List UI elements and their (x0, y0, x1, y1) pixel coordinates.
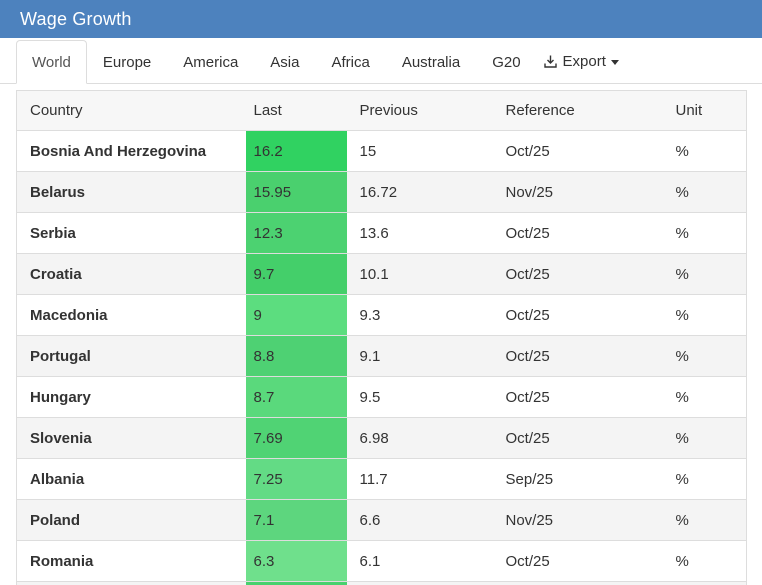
column-header-last: Last (245, 90, 347, 131)
reference-cell: Nov/25 (492, 171, 663, 213)
unit-cell: % (662, 212, 747, 254)
export-button-label: Export (562, 52, 606, 70)
table-row: Croatia 9.7 10.1 Oct/25 % (16, 253, 747, 295)
last-value-cell (245, 581, 347, 585)
tab-bar: World Europe America Asia Africa Australia G20… (0, 38, 762, 84)
previous-value-cell: 6.98 (346, 417, 493, 459)
last-value-cell: 7.1 (245, 499, 347, 541)
table-row: Hungary 8.7 9.5 Oct/25 % (16, 376, 747, 418)
table-row: Macedonia 9 9.3 Oct/25 % (16, 294, 747, 336)
last-value-cell: 7.69 (245, 417, 347, 459)
caret-down-icon (610, 59, 619, 65)
last-value-cell: 12.3 (245, 212, 347, 254)
last-value-cell: 9.7 (245, 253, 347, 295)
table-row: Serbia 12.3 13.6 Oct/25 % (16, 212, 747, 254)
tab-asia[interactable]: Asia (270, 54, 300, 71)
unit-cell (662, 581, 747, 585)
country-link[interactable]: Macedonia (16, 294, 246, 336)
previous-value-cell: 11.7 (346, 458, 493, 500)
reference-cell: Oct/25 (492, 417, 663, 459)
country-link[interactable]: Croatia (16, 253, 246, 295)
country-link[interactable]: Belarus (16, 171, 246, 213)
reference-cell: Oct/25 (492, 294, 663, 336)
column-header-country: Country (16, 90, 246, 131)
table-header-row: Country Last Previous Reference Unit (16, 90, 747, 131)
table-body: Bosnia And Herzegovina 16.2 15 Oct/25 % … (16, 130, 747, 585)
reference-cell: Oct/25 (492, 376, 663, 418)
reference-cell: Oct/25 (492, 335, 663, 377)
tab-europe[interactable]: Europe (102, 54, 152, 71)
column-header-previous: Previous (346, 90, 493, 131)
country-link[interactable]: Hungary (16, 376, 246, 418)
tab-world[interactable]: World (16, 40, 87, 84)
download-icon (543, 54, 558, 69)
reference-cell: Sep/25 (492, 458, 663, 500)
page-title: Wage Growth (20, 8, 132, 29)
table-row: Slovenia 7.69 6.98 Oct/25 % (16, 417, 747, 459)
last-value-cell: 8.7 (245, 376, 347, 418)
country-link[interactable]: Slovenia (16, 417, 246, 459)
previous-value-cell: 10.1 (346, 253, 493, 295)
last-value-cell: 16.2 (245, 130, 347, 172)
reference-cell: Oct/25 (492, 253, 663, 295)
last-value-cell: 15.95 (245, 171, 347, 213)
reference-cell: Oct/25 (492, 540, 663, 582)
table-row: Bosnia And Herzegovina 16.2 15 Oct/25 % (16, 130, 747, 172)
column-header-reference: Reference (492, 90, 663, 131)
unit-cell: % (662, 253, 747, 295)
last-value-cell: 8.8 (245, 335, 347, 377)
previous-value-cell: 16.72 (346, 171, 493, 213)
column-header-unit: Unit (662, 90, 747, 131)
unit-cell: % (662, 417, 747, 459)
unit-cell: % (662, 171, 747, 213)
previous-value-cell: 9.1 (346, 335, 493, 377)
country-link[interactable]: Bosnia And Herzegovina (16, 130, 246, 172)
unit-cell: % (662, 458, 747, 500)
country-link[interactable] (16, 581, 246, 585)
previous-value-cell: 6.1 (346, 540, 493, 582)
unit-cell: % (662, 540, 747, 582)
country-link[interactable]: Serbia (16, 212, 246, 254)
tab-america[interactable]: America (183, 54, 239, 71)
table-row: Romania 6.3 6.1 Oct/25 % (16, 540, 747, 582)
unit-cell: % (662, 130, 747, 172)
previous-value-cell (346, 581, 493, 585)
previous-value-cell: 13.6 (346, 212, 493, 254)
country-link[interactable]: Portugal (16, 335, 246, 377)
tab-g20[interactable]: G20 (492, 54, 521, 71)
export-button[interactable]: Export (537, 39, 631, 83)
previous-value-cell: 6.6 (346, 499, 493, 541)
last-value-cell: 9 (245, 294, 347, 336)
previous-value-cell: 9.5 (346, 376, 493, 418)
table-row-partial (16, 581, 747, 585)
wage-growth-table-panel: Country Last Previous Reference Unit Bosnia … (16, 90, 747, 585)
tab-australia[interactable]: Australia (401, 54, 461, 71)
unit-cell: % (662, 294, 747, 336)
unit-cell: % (662, 335, 747, 377)
unit-cell: % (662, 376, 747, 418)
tab-bar-tabs: World Europe America Asia Africa Australia G20 (16, 38, 537, 84)
country-link[interactable]: Poland (16, 499, 246, 541)
previous-value-cell: 15 (346, 130, 493, 172)
last-value-cell: 7.25 (245, 458, 347, 500)
reference-cell: Oct/25 (492, 212, 663, 254)
reference-cell (492, 581, 663, 585)
unit-cell: % (662, 499, 747, 541)
tab-africa[interactable]: Africa (331, 54, 370, 71)
country-link[interactable]: Albania (16, 458, 246, 500)
table-row: Portugal 8.8 9.1 Oct/25 % (16, 335, 747, 377)
reference-cell: Oct/25 (492, 130, 663, 172)
previous-value-cell: 9.3 (346, 294, 493, 336)
reference-cell: Nov/25 (492, 499, 663, 541)
last-value-cell: 6.3 (245, 540, 347, 582)
table-row: Poland 7.1 6.6 Nov/25 % (16, 499, 747, 541)
country-link[interactable]: Romania (16, 540, 246, 582)
title-bar: Wage Growth (0, 0, 762, 38)
table-row: Albania 7.25 11.7 Sep/25 % (16, 458, 747, 500)
wage-growth-table: Country Last Previous Reference Unit Bosnia … (16, 90, 747, 585)
table-row: Belarus 15.95 16.72 Nov/25 % (16, 171, 747, 213)
